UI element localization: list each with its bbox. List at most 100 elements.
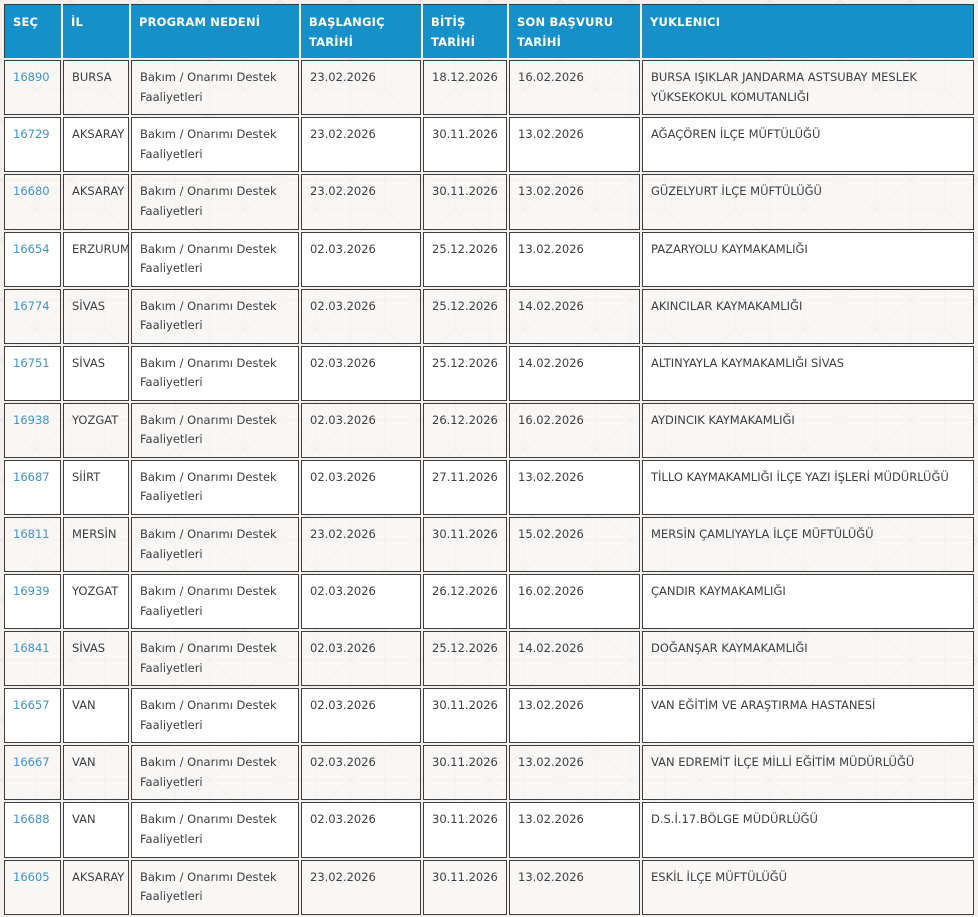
program-id-link[interactable]: 16751 <box>13 355 50 370</box>
program-id-link[interactable]: 16687 <box>13 469 50 484</box>
program-id-link[interactable]: 16890 <box>13 70 50 85</box>
cell-bitis: 30.11.2026 <box>423 517 507 573</box>
cell-sec: 16890 <box>4 60 61 116</box>
table-row: 16774 SİVAS Bakım / Onarımı Destek Faaliye… <box>4 288 974 344</box>
cell-yuklenici: MERSİN ÇAMLIYAYLA İLÇE MÜFTÜLÜĞÜ <box>642 517 974 573</box>
cell-bitis: 30.11.2026 <box>423 117 507 173</box>
program-id-link[interactable]: 16657 <box>13 698 50 713</box>
cell-yuklenici: GÜZELYURT İLÇE MÜFTÜLÜĞÜ <box>642 174 974 230</box>
program-id-link[interactable]: 16688 <box>13 812 50 827</box>
cell-bitis: 25.12.2026 <box>423 631 507 687</box>
cell-il: YOZGAT <box>63 402 129 458</box>
cell-yuklenici: ÇANDIR KAYMAKAMLIĞI <box>642 574 974 630</box>
cell-il: VAN <box>63 802 129 858</box>
cell-program: Bakım / Onarımı Destek Faaliyetleri <box>131 802 299 858</box>
program-id-link[interactable]: 16729 <box>13 127 50 142</box>
cell-sonbasvuru: 13.02.2026 <box>509 117 640 173</box>
cell-sec: 16774 <box>4 288 61 344</box>
cell-sec: 16680 <box>4 174 61 230</box>
cell-il: SİVAS <box>63 288 129 344</box>
program-id-link[interactable]: 16939 <box>13 584 50 599</box>
cell-sec: 16687 <box>4 459 61 515</box>
program-id-link[interactable]: 16680 <box>13 184 50 199</box>
cell-sonbasvuru: 13.02.2026 <box>509 688 640 744</box>
cell-sonbasvuru: 14.02.2026 <box>509 345 640 401</box>
table-row: 16751 SİVAS Bakım / Onarımı Destek Faaliye… <box>4 345 974 401</box>
cell-sonbasvuru: 16.02.2026 <box>509 402 640 458</box>
cell-sonbasvuru: 16.02.2026 <box>509 60 640 116</box>
cell-program: Bakım / Onarımı Destek Faaliyetleri <box>131 517 299 573</box>
cell-sonbasvuru: 14.02.2026 <box>509 631 640 687</box>
cell-bitis: 25.12.2026 <box>423 345 507 401</box>
program-id-link[interactable]: 16811 <box>13 527 50 541</box>
cell-baslangic: 02.03.2026 <box>301 288 421 344</box>
cell-sec: 16751 <box>4 345 61 401</box>
cell-sonbasvuru: 14.02.2026 <box>509 288 640 344</box>
cell-bitis: 30.11.2026 <box>423 745 507 801</box>
cell-yuklenici: PAZARYOLU KAYMAKAMLIĞI <box>642 231 974 287</box>
cell-sec: 16811 <box>4 517 61 573</box>
cell-baslangic: 23.02.2026 <box>301 859 421 915</box>
cell-bitis: 30.11.2026 <box>423 174 507 230</box>
table-row: 16667 VAN Bakım / Onarımı Destek Faaliyetl… <box>4 745 974 801</box>
cell-bitis: 25.12.2026 <box>423 288 507 344</box>
program-id-link[interactable]: 16938 <box>13 412 50 427</box>
program-id-link[interactable]: 16667 <box>13 755 50 770</box>
cell-yuklenici: AYDINCIK KAYMAKAMLIĞI <box>642 402 974 458</box>
cell-sec: 16657 <box>4 688 61 744</box>
cell-bitis: 26.12.2026 <box>423 574 507 630</box>
table-row: 16688 VAN Bakım / Onarımı Destek Faaliyetl… <box>4 802 974 858</box>
cell-bitis: 26.12.2026 <box>423 402 507 458</box>
cell-bitis: 27.11.2026 <box>423 459 507 515</box>
cell-yuklenici: ALTINYAYLA KAYMAKAMLIĞI SİVAS <box>642 345 974 401</box>
cell-sec: 16729 <box>4 117 61 173</box>
column-header-sonbasvuru: SON BAŞVURU TARİHİ <box>509 4 640 59</box>
program-id-link[interactable]: 16774 <box>13 298 50 313</box>
table-row: 16939 YOZGAT Bakım / Onarımı Destek Faaliy… <box>4 574 974 630</box>
column-header-program: PROGRAM NEDENİ <box>131 4 299 59</box>
table-row: 16654 ERZURUM Bakım / Onarımı Destek Faali… <box>4 231 974 287</box>
cell-program: Bakım / Onarımı Destek Faaliyetleri <box>131 459 299 515</box>
cell-yuklenici: TİLLO KAYMAKAMLIĞI İLÇE YAZI İŞLERİ MÜDÜ… <box>642 459 974 515</box>
cell-yuklenici: DOĞANŞAR KAYMAKAMLIĞI <box>642 631 974 687</box>
cell-il: SİİRT <box>63 459 129 515</box>
cell-il: SİVAS <box>63 345 129 401</box>
cell-yuklenici: BURSA IŞIKLAR JANDARMA ASTSUBAY MESLEK Y… <box>642 60 974 116</box>
cell-baslangic: 02.03.2026 <box>301 688 421 744</box>
cell-program: Bakım / Onarımı Destek Faaliyetleri <box>131 631 299 687</box>
column-header-yuklenici: YUKLENICI <box>642 4 974 59</box>
cell-sec: 16939 <box>4 574 61 630</box>
cell-baslangic: 23.02.2026 <box>301 517 421 573</box>
cell-sonbasvuru: 16.02.2026 <box>509 574 640 630</box>
program-id-link[interactable]: 16654 <box>13 241 50 256</box>
table-header: SEÇ İL PROGRAM NEDENİ BAŞLANGIÇ TARİHİ BİTİŞ… <box>4 4 974 59</box>
cell-sonbasvuru: 13.02.2026 <box>509 459 640 515</box>
header-row: SEÇ İL PROGRAM NEDENİ BAŞLANGIÇ TARİHİ BİTİŞ… <box>4 4 974 59</box>
cell-baslangic: 23.02.2026 <box>301 117 421 173</box>
column-header-sec: SEÇ <box>4 4 61 59</box>
cell-yuklenici: AĞAÇÖREN İLÇE MÜFTÜLÜĞÜ <box>642 117 974 173</box>
column-header-il: İL <box>63 4 129 59</box>
cell-sonbasvuru: 13.02.2026 <box>509 745 640 801</box>
cell-baslangic: 02.03.2026 <box>301 402 421 458</box>
cell-sonbasvuru: 15.02.2026 <box>509 517 640 573</box>
cell-sec: 16667 <box>4 745 61 801</box>
table-row: 16938 YOZGAT Bakım / Onarımı Destek Faaliy… <box>4 402 974 458</box>
program-id-link[interactable]: 16605 <box>13 869 50 884</box>
program-id-link[interactable]: 16841 <box>13 641 50 656</box>
table-row: 16890 BURSA Bakım / Onarımı Destek Faaliye… <box>4 60 974 116</box>
cell-program: Bakım / Onarımı Destek Faaliyetleri <box>131 574 299 630</box>
cell-baslangic: 02.03.2026 <box>301 574 421 630</box>
cell-yuklenici: ESKİL İLÇE MÜFTÜLÜĞÜ <box>642 859 974 915</box>
cell-program: Bakım / Onarımı Destek Faaliyetleri <box>131 688 299 744</box>
table-row: 16841 SİVAS Bakım / Onarımı Destek Faaliye… <box>4 631 974 687</box>
cell-il: SİVAS <box>63 631 129 687</box>
column-header-baslangic: BAŞLANGIÇ TARİHİ <box>301 4 421 59</box>
cell-il: VAN <box>63 745 129 801</box>
cell-il: VAN <box>63 688 129 744</box>
cell-baslangic: 02.03.2026 <box>301 459 421 515</box>
cell-sonbasvuru: 13.02.2026 <box>509 231 640 287</box>
cell-program: Bakım / Onarımı Destek Faaliyetleri <box>131 745 299 801</box>
